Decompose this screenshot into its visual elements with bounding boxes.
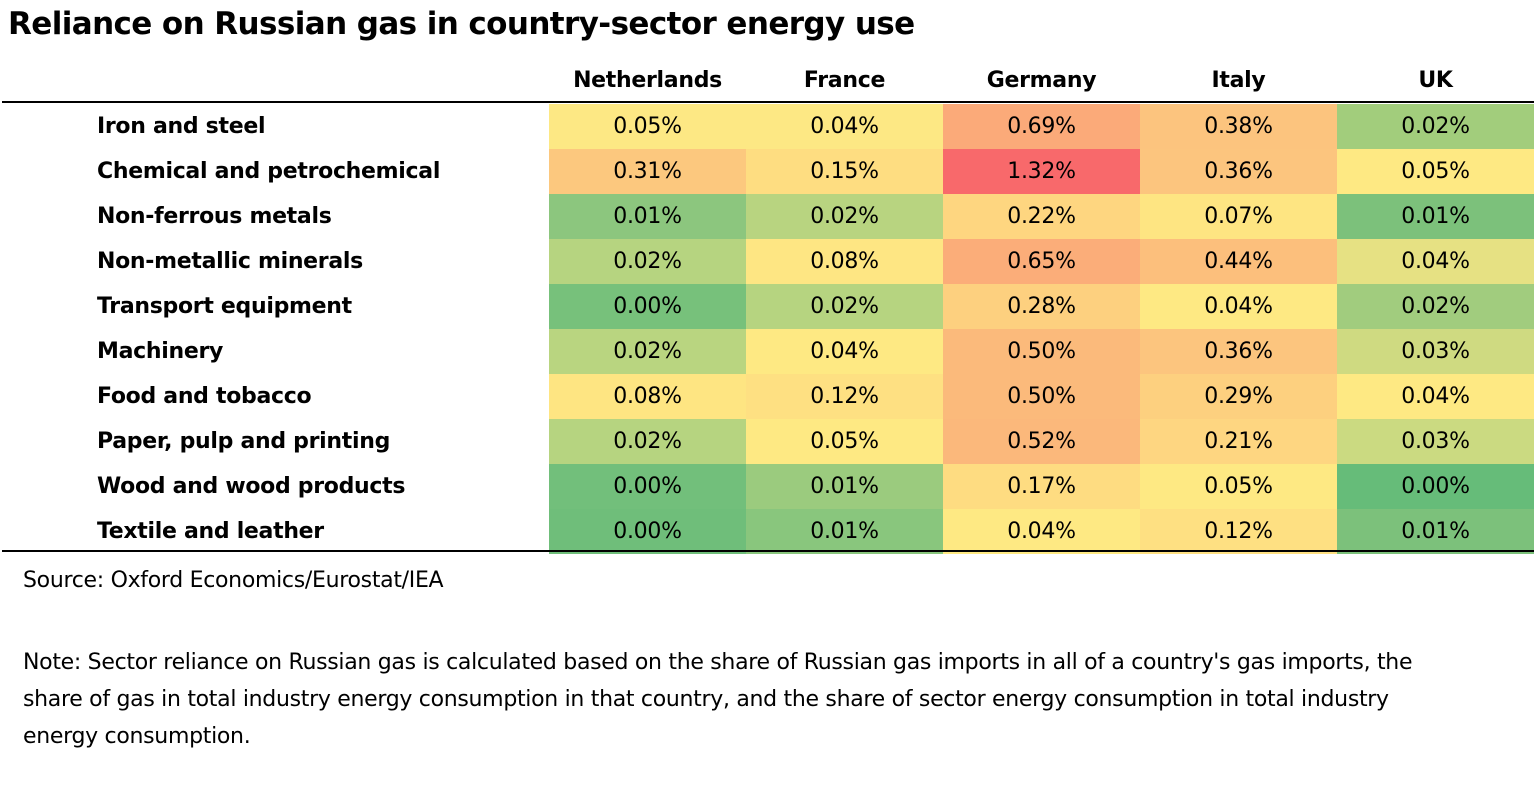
heatmap-cell: 0.21% — [1140, 419, 1337, 464]
heatmap-cell: 0.04% — [943, 509, 1140, 554]
heatmap-cell: 0.38% — [1140, 104, 1337, 149]
heatmap-cell: 0.05% — [1337, 149, 1534, 194]
table-row: Wood and wood products 0.00% 0.01% 0.17% 0.0… — [0, 464, 1536, 509]
table-row: Textile and leather 0.00% 0.01% 0.04% 0.12% 0… — [0, 509, 1536, 554]
column-header-france: France — [803, 68, 886, 93]
heatmap-cell: 0.03% — [1337, 329, 1534, 374]
heatmap-cell: 0.15% — [746, 149, 943, 194]
heatmap-cell: 0.02% — [746, 284, 943, 329]
heatmap-cell: 0.08% — [746, 239, 943, 284]
heatmap-cell: 0.00% — [549, 509, 746, 554]
table-row: Machinery 0.02% 0.04% 0.50% 0.36% 0.03% — [0, 329, 1536, 374]
heatmap-cell: 0.02% — [746, 194, 943, 239]
source-text: Source: Oxford Economics/Eurostat/IEA — [23, 568, 444, 593]
row-label: Wood and wood products — [97, 474, 406, 499]
heatmap-cell: 0.02% — [549, 329, 746, 374]
row-label: Non-metallic minerals — [97, 249, 363, 274]
heatmap-cell: 0.02% — [1337, 284, 1534, 329]
chart-title: Reliance on Russian gas in country-secto… — [8, 6, 915, 42]
column-header-italy: Italy — [1211, 68, 1266, 93]
heatmap-cell: 0.69% — [943, 104, 1140, 149]
column-header-germany: Germany — [986, 68, 1097, 93]
column-header-uk: UK — [1418, 68, 1453, 93]
column-header-netherlands: Netherlands — [573, 68, 722, 93]
table-row: Iron and steel 0.05% 0.04% 0.69% 0.38% 0.02% — [0, 104, 1536, 149]
heatmap-cell: 0.04% — [1337, 239, 1534, 284]
heatmap-cell: 0.07% — [1140, 194, 1337, 239]
heatmap-cell: 0.31% — [549, 149, 746, 194]
heatmap-cell: 0.04% — [1337, 374, 1534, 419]
heatmap-cell: 0.01% — [746, 509, 943, 554]
heatmap-cell: 0.05% — [1140, 464, 1337, 509]
heatmap-cell: 0.00% — [549, 464, 746, 509]
heatmap-cell: 0.04% — [746, 329, 943, 374]
heatmap-cell: 0.65% — [943, 239, 1140, 284]
heatmap-cell: 0.02% — [549, 419, 746, 464]
table-top-rule — [2, 101, 1534, 103]
heatmap-cell: 0.12% — [746, 374, 943, 419]
heatmap-cell: 0.52% — [943, 419, 1140, 464]
heatmap-cell: 0.36% — [1140, 329, 1337, 374]
row-label: Paper, pulp and printing — [97, 429, 391, 454]
heatmap-cell: 0.01% — [1337, 194, 1534, 239]
heatmap-cell: 0.05% — [549, 104, 746, 149]
row-label: Machinery — [97, 339, 224, 364]
heatmap-cell: 0.01% — [1337, 509, 1534, 554]
heatmap-cell: 0.01% — [549, 194, 746, 239]
heatmap-cell: 0.08% — [549, 374, 746, 419]
heatmap-cell: 0.17% — [943, 464, 1140, 509]
table-row: Transport equipment 0.00% 0.02% 0.28% 0.04% 0… — [0, 284, 1536, 329]
heatmap-cell: 0.00% — [1337, 464, 1534, 509]
heatmap-cell: 0.36% — [1140, 149, 1337, 194]
heatmap-table: Iron and steel 0.05% 0.04% 0.69% 0.38% 0.02% C… — [0, 104, 1536, 554]
heatmap-cell: 0.03% — [1337, 419, 1534, 464]
heatmap-cell: 0.05% — [746, 419, 943, 464]
table-row: Paper, pulp and printing 0.02% 0.05% 0.52% 0… — [0, 419, 1536, 464]
heatmap-cell: 0.29% — [1140, 374, 1337, 419]
row-label: Chemical and petrochemical — [97, 159, 441, 184]
heatmap-cell: 0.50% — [943, 374, 1140, 419]
heatmap-cell: 0.44% — [1140, 239, 1337, 284]
heatmap-cell: 0.04% — [746, 104, 943, 149]
table-row: Food and tobacco 0.08% 0.12% 0.50% 0.29% 0.04… — [0, 374, 1536, 419]
row-label: Iron and steel — [97, 114, 266, 139]
heatmap-cell: 1.32% — [943, 149, 1140, 194]
row-label: Non-ferrous metals — [97, 204, 332, 229]
heatmap-cell: 0.02% — [1337, 104, 1534, 149]
heatmap-cell: 0.04% — [1140, 284, 1337, 329]
table-row: Non-ferrous metals 0.01% 0.02% 0.22% 0.07% 0.… — [0, 194, 1536, 239]
row-label: Transport equipment — [97, 294, 352, 319]
table-bottom-rule — [2, 550, 1534, 552]
heatmap-cell: 0.01% — [746, 464, 943, 509]
column-header-row: Netherlands France Germany Italy UK — [0, 62, 1536, 100]
heatmap-cell: 0.00% — [549, 284, 746, 329]
row-label: Food and tobacco — [97, 384, 312, 409]
table-row: Chemical and petrochemical 0.31% 0.15% 1.32… — [0, 149, 1536, 194]
heatmap-cell: 0.50% — [943, 329, 1140, 374]
heatmap-cell: 0.28% — [943, 284, 1140, 329]
note-text: Note: Sector reliance on Russian gas is … — [23, 650, 1413, 749]
table-row: Non-metallic minerals 0.02% 0.08% 0.65% 0.44… — [0, 239, 1536, 284]
heatmap-cell: 0.12% — [1140, 509, 1337, 554]
heatmap-cell: 0.02% — [549, 239, 746, 284]
row-label: Textile and leather — [97, 519, 324, 544]
heatmap-cell: 0.22% — [943, 194, 1140, 239]
